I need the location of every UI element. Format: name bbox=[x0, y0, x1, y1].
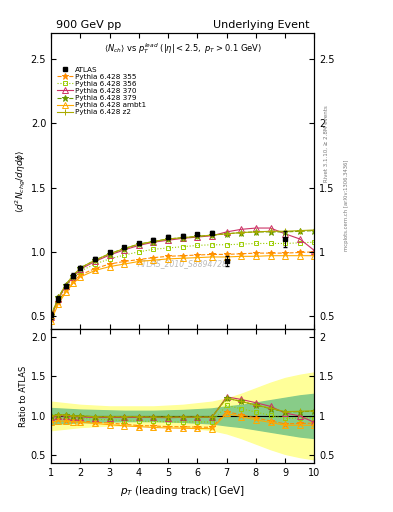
Text: ATLAS_2010_S8894728: ATLAS_2010_S8894728 bbox=[138, 260, 228, 268]
X-axis label: $p_T$ (leading track) [GeV]: $p_T$ (leading track) [GeV] bbox=[120, 484, 245, 498]
Text: 900 GeV pp: 900 GeV pp bbox=[56, 20, 121, 30]
Legend: ATLAS, Pythia 6.428 355, Pythia 6.428 356, Pythia 6.428 370, Pythia 6.428 379, P: ATLAS, Pythia 6.428 355, Pythia 6.428 35… bbox=[57, 67, 147, 115]
Text: $\langle N_{ch}\rangle$ vs $p_T^{lead}$ $(|\eta| < 2.5,\ p_T > 0.1\ \mathrm{GeV}: $\langle N_{ch}\rangle$ vs $p_T^{lead}$ … bbox=[104, 40, 262, 56]
Text: Underlying Event: Underlying Event bbox=[213, 20, 309, 30]
Y-axis label: $\langle d^2 N_{chg}/d\eta d\phi \rangle$: $\langle d^2 N_{chg}/d\eta d\phi \rangle… bbox=[13, 150, 28, 213]
Text: mcplots.cern.ch [arXiv:1306.3436]: mcplots.cern.ch [arXiv:1306.3436] bbox=[344, 159, 349, 250]
Y-axis label: Ratio to ATLAS: Ratio to ATLAS bbox=[19, 366, 28, 427]
Text: Rivet 3.1.10, ≥ 2.8M events: Rivet 3.1.10, ≥ 2.8M events bbox=[324, 105, 329, 182]
